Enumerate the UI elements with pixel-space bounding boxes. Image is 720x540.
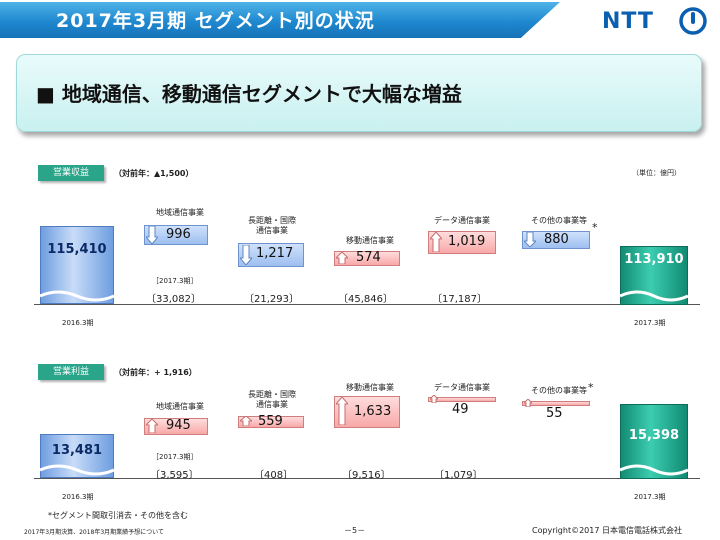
profit-bar-1 — [144, 418, 208, 435]
revenue-cat-2: 長距離・国際 通信事業 — [248, 216, 296, 235]
copyright: Copyright©2017 日本電信電話株式会社 — [532, 526, 682, 535]
unit-note: （単位：億円） — [632, 169, 681, 177]
profit-cat-5: その他の事業等 — [531, 386, 587, 395]
profit-period-label: ［2017.3期］ — [152, 453, 198, 461]
profit-label: 営業利益 — [38, 364, 104, 380]
profit-bar-4 — [428, 397, 496, 402]
profit-cat-2: 長距離・国際 通信事業 — [248, 390, 296, 409]
profit-bar-5 — [522, 401, 590, 406]
revenue-period-label: ［2017.3期］ — [152, 277, 198, 285]
profit-value-3: 1,633 — [354, 404, 392, 419]
footer-left: 2017年3月期決算、2018年3月期業績予想について — [24, 529, 164, 536]
axis-break-icon — [620, 464, 688, 476]
profit-bracket-1: 〔3,595〕 — [150, 470, 199, 481]
revenue-value-5: 880 — [544, 232, 569, 247]
segment-footnote: *セグメント間取引消去・その他を含む — [48, 511, 188, 520]
profit-cat-3: 移動通信事業 — [346, 383, 394, 392]
revenue-value-1: 996 — [166, 227, 191, 242]
revenue-yoy: （対前年：▲1,500） — [114, 169, 194, 178]
revenue-bar-1 — [144, 225, 208, 245]
headline-text: ■ 地域通信、移動通信セグメントで大幅な増益 — [36, 82, 462, 106]
header: 2017年3月期 セグメント別の状況 NTT — [0, 0, 720, 44]
profit-bracket-2: 〔408〕 — [254, 470, 294, 481]
revenue-bar-5 — [522, 231, 590, 249]
up-arrow-icon — [524, 399, 532, 407]
up-arrow-icon — [240, 416, 252, 426]
profit-bracket-3: 〔9,516〕 — [342, 470, 391, 481]
axis-break-icon — [40, 464, 114, 476]
revenue-cat-1: 地域通信事業 — [156, 208, 204, 217]
down-arrow-icon — [240, 245, 252, 265]
revenue-label: 営業収益 — [38, 165, 104, 181]
profit-end-period: 2017.3期 — [634, 493, 666, 501]
revenue-bracket-4: 〔17,187〕 — [432, 294, 487, 305]
revenue-bracket-1: 〔33,082〕 — [146, 294, 201, 305]
page-number: －5－ — [344, 526, 366, 535]
profit-cat-1: 地域通信事業 — [156, 402, 204, 411]
profit-yoy: （対前年：+ 1,916） — [114, 368, 197, 377]
revenue-asterisk: * — [592, 221, 598, 234]
page-title: 2017年3月期 セグメント別の状況 — [56, 10, 375, 32]
down-arrow-icon — [146, 226, 158, 244]
axis-break-icon — [620, 290, 688, 302]
up-arrow-icon — [430, 395, 438, 403]
axis-break-icon — [40, 290, 114, 302]
revenue-axis — [34, 304, 700, 305]
up-arrow-icon — [146, 419, 158, 433]
headline-banner — [16, 54, 702, 132]
profit-value-5: 55 — [546, 406, 563, 421]
revenue-start-period: 2016.3期 — [62, 319, 94, 327]
up-arrow-icon — [336, 397, 348, 425]
profit-value-2: 559 — [258, 414, 283, 429]
profit-axis — [34, 478, 700, 479]
down-arrow-icon — [524, 232, 536, 247]
revenue-bar-4 — [428, 231, 496, 254]
profit-cat-4: データ通信事業 — [434, 383, 490, 392]
ntt-logo: NTT — [602, 9, 654, 34]
profit-bar-2 — [238, 416, 304, 428]
up-arrow-icon — [336, 252, 348, 264]
revenue-value-2: 1,217 — [256, 246, 294, 261]
profit-asterisk: * — [588, 381, 594, 394]
up-arrow-icon — [430, 232, 442, 252]
profit-value-4: 49 — [452, 402, 469, 417]
revenue-value-4: 1,019 — [448, 234, 486, 249]
revenue-start-bar — [40, 226, 114, 304]
revenue-bar-3 — [334, 251, 400, 266]
revenue-value-3: 574 — [356, 250, 381, 265]
revenue-cat-3: 移動通信事業 — [346, 236, 394, 245]
revenue-bracket-2: 〔21,293〕 — [244, 294, 299, 305]
revenue-end-period: 2017.3期 — [634, 319, 666, 327]
profit-bracket-4: 〔1,079〕 — [434, 470, 483, 481]
revenue-start-value: 115,410 — [47, 242, 107, 257]
profit-start-period: 2016.3期 — [62, 493, 94, 501]
header-bar — [0, 2, 560, 38]
profit-start-value: 13,481 — [51, 443, 103, 458]
revenue-cat-4: データ通信事業 — [434, 216, 490, 225]
profit-end-value: 15,398 — [628, 428, 680, 443]
profit-value-1: 945 — [166, 418, 191, 433]
revenue-end-value: 113,910 — [624, 252, 684, 267]
ntt-logo-icon — [679, 7, 707, 35]
revenue-bracket-3: 〔45,846〕 — [338, 294, 393, 305]
revenue-cat-5: その他の事業等 — [531, 216, 587, 225]
